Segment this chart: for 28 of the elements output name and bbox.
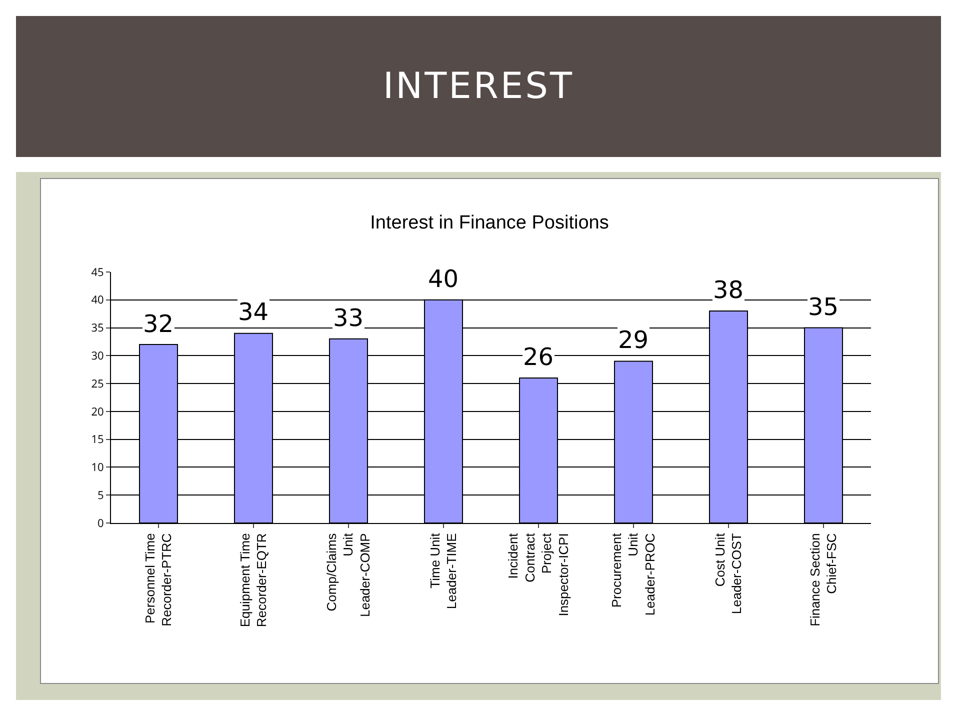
y-tick-label: 30 xyxy=(91,348,104,364)
y-tick-label: 25 xyxy=(91,376,104,392)
data-label: 38 xyxy=(713,276,744,304)
x-tick-label: Comp/Claims Unit Leader-COMP xyxy=(324,532,373,618)
data-label: 32 xyxy=(143,310,174,338)
x-tick-label: Procurement Unit Leader-PROC xyxy=(608,532,658,616)
x-tick-label: Equipment Time Recorder-EQTR xyxy=(237,533,270,628)
y-tick-label: 40 xyxy=(91,292,104,308)
y-tick-label: 15 xyxy=(91,432,104,448)
y-tick-label: 45 xyxy=(91,264,104,280)
chart-title: INTEREST xyxy=(16,16,941,157)
data-label: 40 xyxy=(428,265,459,293)
data-label: 26 xyxy=(523,343,554,371)
y-tick-label: 10 xyxy=(91,460,104,476)
data-label: 29 xyxy=(618,326,649,354)
x-tick-label: Finance Section Chief-FSC xyxy=(807,533,840,626)
y-tick-label: 20 xyxy=(91,404,104,420)
data-label: 35 xyxy=(808,293,839,321)
chart-subtitle: Interest in Finance Positions xyxy=(370,212,609,234)
data-label: 34 xyxy=(238,298,269,326)
x-tick-label: Time Unit Leader-TIME xyxy=(427,532,460,610)
y-tick-label: 35 xyxy=(91,320,104,336)
y-tick-label: 0 xyxy=(98,516,104,531)
x-tick-label: Personnel Time Recorder-PTRC xyxy=(142,533,174,626)
x-tick-label: Incident Contract Project Inspector-ICPI xyxy=(505,532,572,616)
data-label: 33 xyxy=(333,304,364,332)
x-tick-label: Cost Unit Leader-COST xyxy=(712,532,744,614)
y-tick-label: 5 xyxy=(98,488,104,503)
